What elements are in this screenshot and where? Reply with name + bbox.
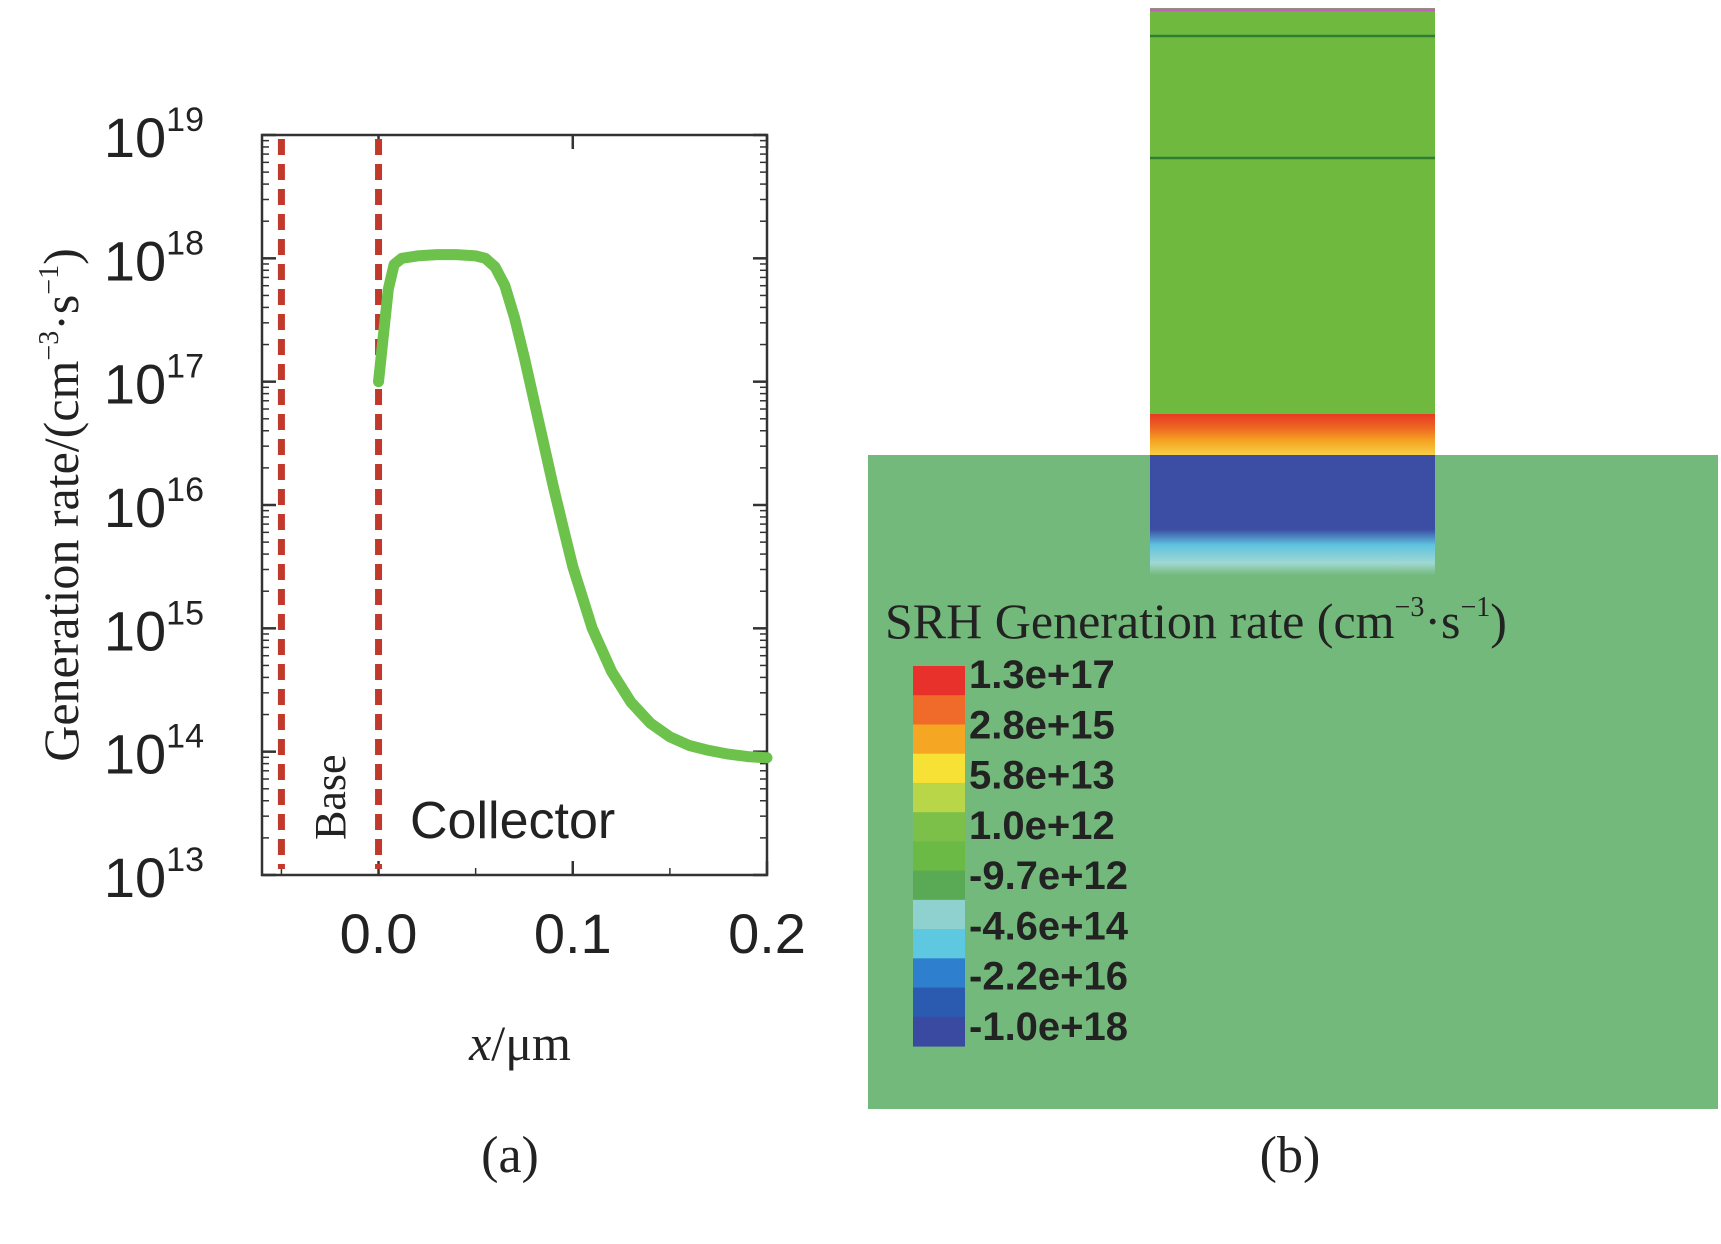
colorbar-segment <box>913 812 965 842</box>
colorbar-segment <box>913 1016 965 1047</box>
x-tick-label: 0.2 <box>728 902 806 965</box>
colorbar-segment <box>913 899 965 930</box>
colorbar-segment <box>913 958 965 989</box>
colorbar-label: -1.0e+18 <box>969 1005 1128 1049</box>
colorbar-segment <box>913 987 965 1018</box>
panel-b: SRH Generation rate (cm−3·s−1) 1.3e+17 2.… <box>868 8 1718 1184</box>
colorbar-segment <box>913 753 965 784</box>
colorbar-label: 2.8e+15 <box>969 703 1115 747</box>
colorbar <box>913 666 965 1047</box>
y-tick-label: 1014 <box>104 718 204 786</box>
colorbar-label: 5.8e+13 <box>969 754 1115 798</box>
colorbar-label: 1.0e+12 <box>969 804 1115 848</box>
x-axis-label: x/μm <box>468 1015 571 1071</box>
y-tick-label: 1015 <box>104 594 204 662</box>
x-axis-ticks: 0.0 0.1 0.2 <box>280 135 806 965</box>
region-label-collector: Collector <box>410 792 615 850</box>
y-tick-label: 1019 <box>104 101 204 169</box>
y-axis-ticks: 1013 1014 1015 1016 1017 1018 1019 <box>104 101 767 909</box>
colorbar-label: -2.2e+16 <box>969 955 1128 999</box>
region-label-base: Base <box>306 754 355 840</box>
colorbar-segment <box>913 782 965 813</box>
colorbar-segment <box>913 870 965 901</box>
y-axis-label: Generation rate/(cm−3·s−1) <box>33 248 89 762</box>
panel-label-b: (b) <box>1260 1127 1321 1184</box>
colorbar-label: 1.3e+17 <box>969 653 1115 697</box>
colorbar-label: -4.6e+14 <box>969 904 1129 948</box>
junction-negative-generation <box>1150 455 1435 575</box>
y-tick-label: 1018 <box>104 224 204 292</box>
panel-label-a: (a) <box>481 1127 539 1184</box>
colorbar-labels: 1.3e+17 2.8e+15 5.8e+13 1.0e+12 -9.7e+12 -4.6… <box>969 653 1129 1049</box>
x-tick-label: 0.1 <box>534 902 612 965</box>
colorbar-segment <box>913 695 965 726</box>
colorbar-segment <box>913 841 965 872</box>
y-tick-label: 1017 <box>104 348 204 416</box>
colorbar-title: SRH Generation rate (cm−3·s−1) <box>885 592 1507 649</box>
x-tick-label: 0.0 <box>340 902 418 965</box>
y-tick-label: 1016 <box>104 471 204 539</box>
colorbar-segment <box>913 929 965 959</box>
panel-a: 1013 1014 1015 1016 1017 1018 1019 0.0 0.1 0.2 B… <box>33 101 806 1184</box>
colorbar-segment <box>913 724 965 755</box>
junction-high-generation <box>1150 414 1435 456</box>
generation-rate-curve <box>373 249 773 764</box>
device-column <box>1150 8 1435 414</box>
colorbar-segment <box>913 666 965 696</box>
region-boundaries <box>277 139 383 869</box>
y-tick-label: 1013 <box>104 841 204 909</box>
colorbar-label: -9.7e+12 <box>969 854 1128 898</box>
